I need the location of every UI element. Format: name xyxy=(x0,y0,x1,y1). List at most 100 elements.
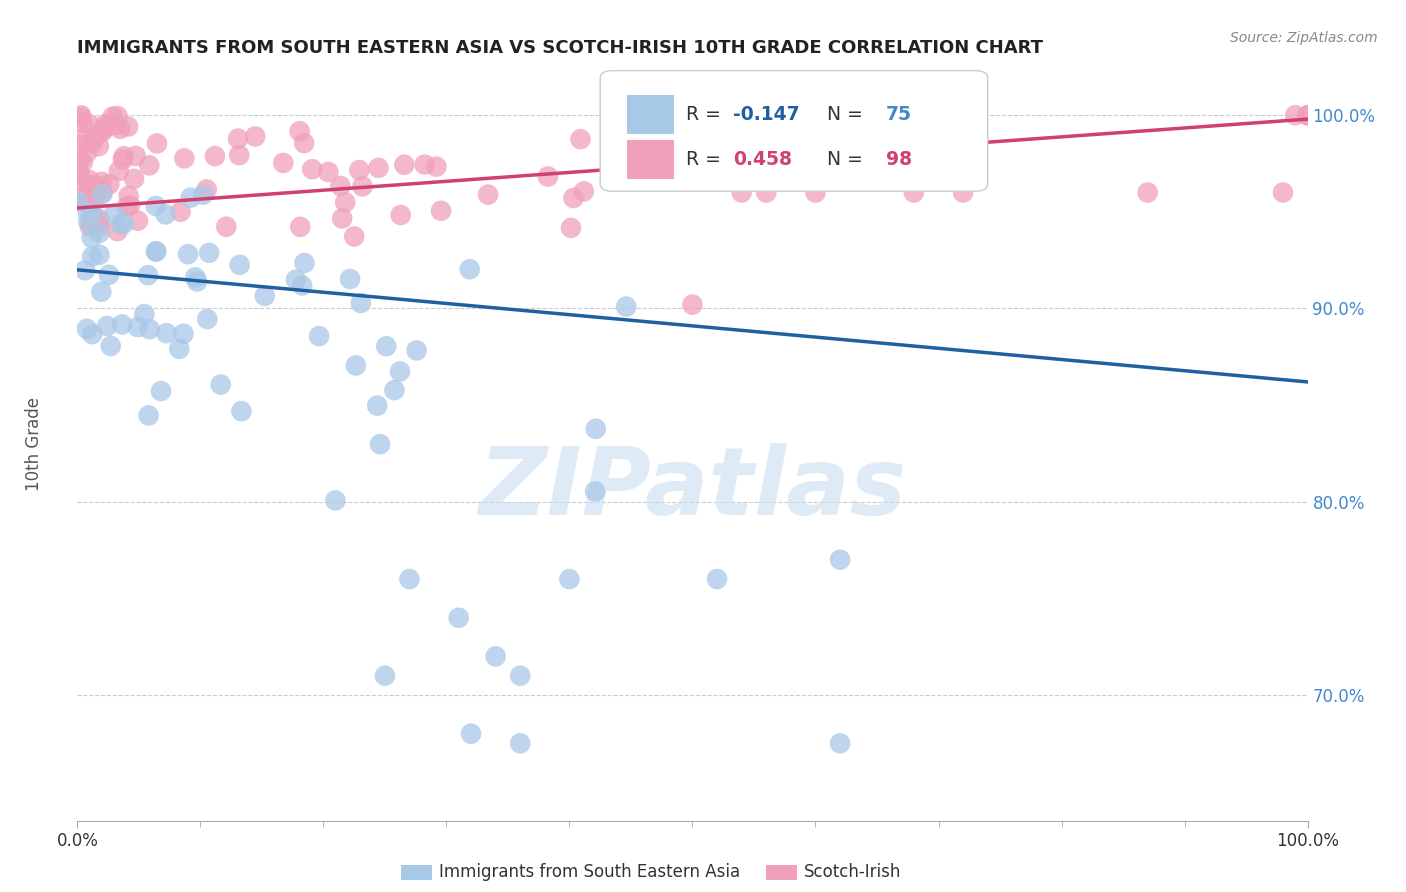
Point xyxy=(138,158,160,172)
Text: N =: N = xyxy=(815,105,869,124)
Point xyxy=(292,136,315,150)
Point xyxy=(375,339,398,353)
Point xyxy=(804,186,827,200)
Point xyxy=(69,191,91,205)
Point xyxy=(389,208,412,222)
Point xyxy=(569,132,592,146)
Point xyxy=(107,109,129,123)
Point xyxy=(94,117,117,131)
Point xyxy=(245,129,267,144)
Point xyxy=(325,493,347,508)
Point xyxy=(1296,108,1319,122)
Point xyxy=(100,339,122,353)
Point xyxy=(155,207,177,221)
Point xyxy=(77,197,100,211)
Point xyxy=(447,611,470,625)
Point xyxy=(271,156,294,170)
Text: Scotch-Irish: Scotch-Irish xyxy=(804,863,901,881)
Point xyxy=(84,190,107,204)
Point xyxy=(69,153,91,168)
Bar xyxy=(627,140,673,179)
FancyBboxPatch shape xyxy=(600,70,988,191)
Point xyxy=(82,250,104,264)
Point xyxy=(145,244,167,259)
Point xyxy=(76,145,98,160)
Point xyxy=(96,318,118,333)
Point xyxy=(89,212,111,227)
Point xyxy=(614,300,637,314)
Point xyxy=(138,409,160,423)
Point xyxy=(425,160,447,174)
Point xyxy=(398,572,420,586)
Point xyxy=(98,178,121,192)
Point xyxy=(284,273,307,287)
Point xyxy=(374,669,396,683)
Point xyxy=(1296,108,1319,122)
Point xyxy=(127,213,149,227)
Point xyxy=(117,120,139,134)
Point xyxy=(89,226,111,240)
Point xyxy=(112,217,135,231)
Point xyxy=(195,312,218,326)
Point xyxy=(146,136,169,151)
Text: IMMIGRANTS FROM SOUTH EASTERN ASIA VS SCOTCH-IRISH 10TH GRADE CORRELATION CHART: IMMIGRANTS FROM SOUTH EASTERN ASIA VS SC… xyxy=(77,39,1043,57)
Text: R =: R = xyxy=(686,150,727,169)
Point xyxy=(67,169,90,183)
Point xyxy=(394,158,416,172)
Point xyxy=(903,186,925,200)
Point xyxy=(173,152,195,166)
Point xyxy=(70,108,93,122)
Point xyxy=(134,307,156,321)
Point xyxy=(180,191,202,205)
Point xyxy=(82,210,104,224)
Point xyxy=(405,343,427,358)
Point xyxy=(98,268,121,282)
Point xyxy=(108,121,131,136)
Text: Immigrants from South Eastern Asia: Immigrants from South Eastern Asia xyxy=(439,863,740,881)
Point xyxy=(209,377,232,392)
Point xyxy=(76,188,98,202)
Point xyxy=(77,214,100,228)
Point xyxy=(145,244,167,259)
Point xyxy=(366,399,388,413)
Point xyxy=(585,422,607,436)
Point xyxy=(350,296,373,310)
Point xyxy=(72,131,94,145)
Point xyxy=(138,322,160,336)
Point xyxy=(91,185,114,199)
Point xyxy=(155,326,177,341)
Point xyxy=(368,437,391,451)
Point xyxy=(290,219,312,234)
Point xyxy=(330,211,353,226)
Text: R =: R = xyxy=(686,105,727,124)
Point xyxy=(145,199,167,213)
Text: ZIPatlas: ZIPatlas xyxy=(478,443,907,535)
Point xyxy=(124,149,146,163)
Point xyxy=(105,118,128,132)
Point xyxy=(70,137,93,152)
Point xyxy=(122,172,145,186)
Point xyxy=(107,224,129,238)
Point xyxy=(558,572,581,586)
Text: N =: N = xyxy=(815,150,869,169)
Point xyxy=(198,245,221,260)
Point xyxy=(72,155,94,169)
Point xyxy=(572,185,595,199)
Point xyxy=(562,191,585,205)
Text: 98: 98 xyxy=(886,150,911,169)
Point xyxy=(1136,186,1159,200)
Point xyxy=(70,111,93,125)
Point xyxy=(583,484,606,499)
Point xyxy=(231,404,253,418)
Point xyxy=(80,218,103,232)
Point xyxy=(352,179,374,194)
Point xyxy=(112,149,135,163)
Point xyxy=(82,136,104,150)
Point xyxy=(458,262,481,277)
Point xyxy=(706,572,728,586)
Point xyxy=(460,726,482,740)
Point xyxy=(127,320,149,334)
Point xyxy=(288,124,311,138)
Point xyxy=(731,186,754,200)
Point xyxy=(82,327,104,342)
